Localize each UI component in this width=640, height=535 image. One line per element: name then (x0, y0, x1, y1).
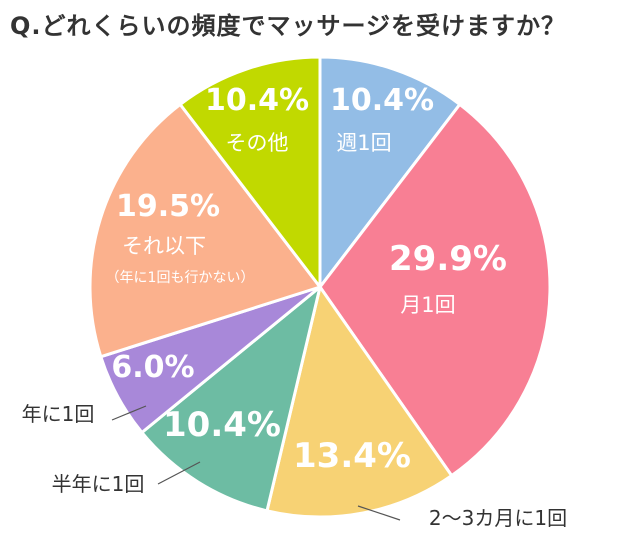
chart-title: Q.どれくらいの頻度でマッサージを受けますか？ (10, 12, 567, 40)
slice-category-label: 月1回 (400, 293, 455, 317)
pie-slice (318, 102, 552, 478)
pie-slice (88, 102, 323, 359)
slice-value-label: 19.5% (116, 189, 220, 224)
leader-line (357, 505, 401, 521)
pie-slice (318, 55, 462, 292)
leader-line (111, 405, 147, 421)
slice-sub-label: （年に1回も行かない） (106, 270, 255, 286)
slice-value-label: 10.4% (205, 83, 309, 118)
slice-category-label: 年に1回 (22, 402, 95, 426)
slice-value-label: 6.0% (111, 350, 194, 385)
pie-slice (178, 55, 322, 292)
slice-category-label: その他 (226, 131, 289, 155)
pie-slice (265, 283, 454, 519)
slice-category-label: 週1回 (336, 131, 391, 155)
slice-category-label: 2〜3カ月に1回 (429, 506, 567, 530)
slice-category-label: それ以下 (122, 234, 206, 258)
slice-value-label: 29.9% (389, 239, 507, 279)
pie-slice (139, 283, 323, 513)
slice-value-label: 10.4% (163, 405, 281, 445)
leader-line (157, 461, 201, 485)
slice-category-label: 半年に1回 (52, 472, 145, 496)
slice-value-label: 10.4% (330, 83, 434, 118)
slice-value-label: 13.4% (293, 436, 411, 476)
